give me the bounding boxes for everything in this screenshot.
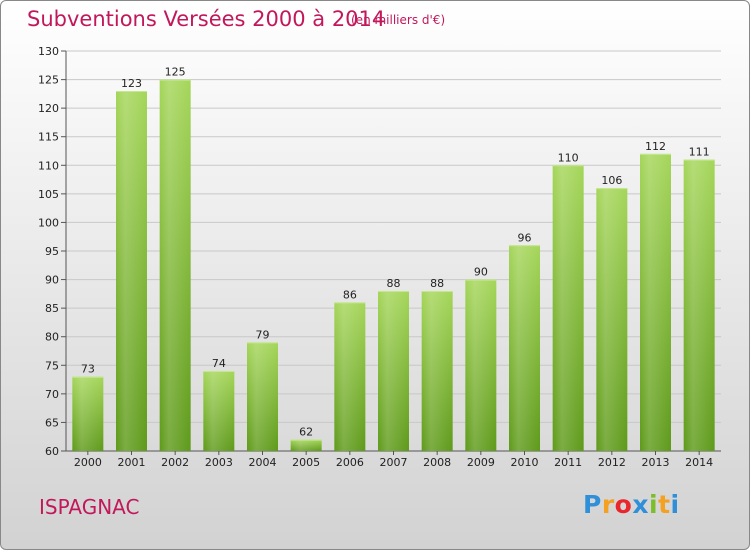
bar-highlight <box>72 376 104 451</box>
x-tick-label: 2001 <box>118 456 146 469</box>
y-tick-label: 85 <box>45 302 59 315</box>
data-label-2008: 88 <box>430 277 444 290</box>
chart-title: Subventions Versées 2000 à 2014 <box>27 7 386 31</box>
logo-letter: i <box>649 490 659 519</box>
y-tick-label: 130 <box>38 45 59 58</box>
bar-highlight <box>465 279 497 451</box>
x-tick-label: 2000 <box>74 456 102 469</box>
data-label-2009: 90 <box>474 266 488 279</box>
data-label-2011: 110 <box>558 151 579 164</box>
bar-highlight <box>247 342 278 451</box>
logo-letter: t <box>658 490 671 519</box>
proxiti-logo: Proxiti <box>583 490 680 519</box>
y-tick-label: 100 <box>38 216 59 229</box>
data-label-2014: 111 <box>689 146 710 159</box>
x-tick-label: 2006 <box>336 456 364 469</box>
y-tick-label: 90 <box>45 274 59 287</box>
data-label-2010: 96 <box>518 231 532 244</box>
bar-highlight <box>203 371 235 451</box>
x-tick-label: 2007 <box>380 456 408 469</box>
data-label-2012: 106 <box>601 174 622 187</box>
data-label-2006: 86 <box>343 288 357 301</box>
data-label-2005: 62 <box>299 426 313 439</box>
y-tick-label: 95 <box>45 245 59 258</box>
logo-letter: o <box>614 490 633 519</box>
data-label-2003: 74 <box>212 357 226 370</box>
y-tick-label: 75 <box>45 359 59 372</box>
x-tick-label: 2008 <box>423 456 451 469</box>
x-tick-label: 2010 <box>511 456 539 469</box>
bars <box>72 79 715 452</box>
x-tick-label: 2014 <box>685 456 713 469</box>
labels: 73 123 125 74 79 62 86 88 88 90 96 110 106 112 111 <box>81 66 710 439</box>
y-tick-label: 65 <box>45 416 59 429</box>
bar-highlight <box>116 91 147 451</box>
x-tick-label: 2011 <box>554 456 582 469</box>
y-tick-label: 80 <box>45 331 59 344</box>
x-tick-label: 2012 <box>598 456 626 469</box>
bar-highlight <box>421 291 453 451</box>
x-tick-label: 2005 <box>292 456 320 469</box>
data-label-2001: 123 <box>121 77 142 90</box>
x-tick-label: 2003 <box>205 456 233 469</box>
logo-letter: P <box>583 490 602 519</box>
y-tick-label: 115 <box>38 131 59 144</box>
bar-highlight <box>378 291 409 451</box>
chart-subtitle: (en milliers d'€) <box>351 13 446 27</box>
data-label-2004: 79 <box>256 328 270 341</box>
bar-highlight <box>159 79 191 452</box>
bar-highlight <box>334 302 366 451</box>
data-label-2000: 73 <box>81 363 95 376</box>
data-label-2002: 125 <box>165 66 186 79</box>
logo-letter: x <box>632 490 649 519</box>
bar-highlight <box>509 245 540 451</box>
x-tick-label: 2013 <box>642 456 670 469</box>
data-label-2013: 112 <box>645 140 666 153</box>
bar-highlight <box>552 165 584 452</box>
data-label-2007: 88 <box>387 277 401 290</box>
y-tick-label: 60 <box>45 445 59 458</box>
logo-letter: i <box>670 490 680 519</box>
x-tick-label: 2004 <box>249 456 277 469</box>
bar-highlight <box>596 188 628 451</box>
x-tick-label: 2009 <box>467 456 495 469</box>
x-tick-label: 2002 <box>161 456 189 469</box>
y-tick-label: 110 <box>38 159 59 172</box>
y-tick-label: 105 <box>38 188 59 201</box>
logo-letter: r <box>601 490 615 519</box>
y-tick-label: 125 <box>38 74 59 87</box>
bar-highlight <box>290 439 322 451</box>
y-tick-label: 120 <box>38 102 59 115</box>
bar-highlight <box>683 159 715 452</box>
bar-highlight <box>640 153 671 451</box>
y-tick-label: 70 <box>45 388 59 401</box>
commune-name: ISPAGNAC <box>39 495 140 519</box>
